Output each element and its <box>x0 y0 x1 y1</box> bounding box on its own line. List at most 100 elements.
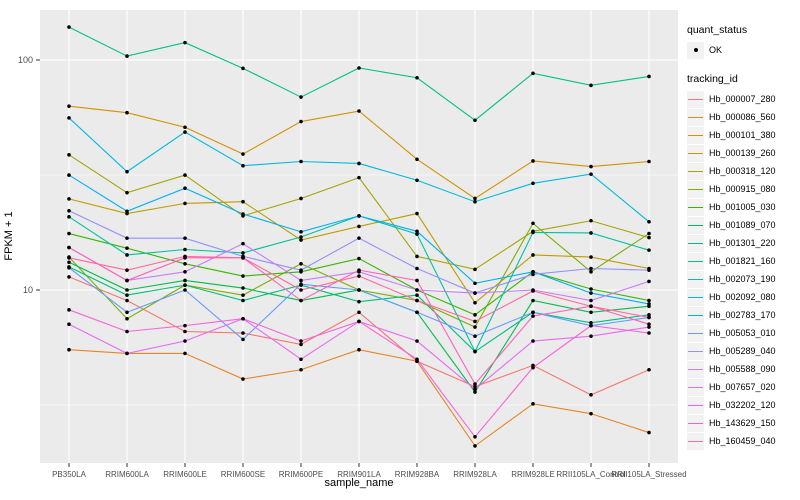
legend-key <box>687 234 704 252</box>
legend-key <box>687 414 704 432</box>
data-point-Hb_000318_120 <box>299 196 303 201</box>
data-point-Hb_005289_040 <box>531 272 535 277</box>
data-point-Hb_002073_190 <box>531 230 535 235</box>
data-point-Hb_007657_020 <box>415 339 419 343</box>
ok-key <box>687 41 704 59</box>
data-point-Hb_000007_280 <box>647 367 651 372</box>
data-point-Hb_005053_010 <box>183 288 187 292</box>
data-point-Hb_000139_260 <box>241 199 245 204</box>
data-point-Hb_160459_040 <box>357 274 361 278</box>
data-point-Hb_000086_560 <box>241 377 245 381</box>
data-point-Hb_160459_040 <box>647 315 651 320</box>
data-point-Hb_002092_080 <box>125 169 129 174</box>
data-point-Hb_000101_380 <box>589 164 593 169</box>
data-point-Hb_001301_220 <box>125 293 129 297</box>
x-tick-label: RRIM600LA <box>105 470 149 479</box>
data-point-Hb_143629_150 <box>357 268 361 272</box>
data-point-Hb_001005_030 <box>473 313 477 317</box>
legend-key <box>687 378 704 396</box>
legend-item-Hb_160459_040: Hb_160459_040 <box>687 432 799 450</box>
data-point-Hb_005588_090 <box>647 279 651 284</box>
legend-item-label: Hb_000101_380 <box>709 130 776 140</box>
ok-label: OK <box>709 45 723 55</box>
data-point-Hb_005053_010 <box>125 310 129 315</box>
data-point-Hb_000318_120 <box>183 173 187 177</box>
legend-key <box>687 144 704 162</box>
data-point-Hb_001089_070 <box>531 298 535 303</box>
data-point-Hb_143629_150 <box>125 278 129 283</box>
data-point-Hb_002783_170 <box>125 209 129 214</box>
legend-item-Hb_000101_380: Hb_000101_380 <box>687 126 799 144</box>
data-point-Hb_000915_080 <box>647 231 651 236</box>
data-point-Hb_000007_280 <box>125 298 129 303</box>
data-point-Hb_000101_380 <box>647 159 651 164</box>
data-point-Hb_160459_040 <box>473 319 477 324</box>
data-point-Hb_000139_260 <box>473 300 477 305</box>
data-point-Hb_007657_020 <box>647 325 651 329</box>
data-point-Hb_000101_380 <box>357 109 361 113</box>
data-point-Hb_000101_380 <box>415 157 419 162</box>
data-point-Hb_005588_090 <box>473 291 477 295</box>
data-point-Hb_002092_080 <box>589 172 593 176</box>
data-point-Hb_002783_170 <box>183 186 187 191</box>
data-point-Hb_000915_080 <box>589 269 593 274</box>
legend-key <box>687 324 704 342</box>
data-point-Hb_002092_080 <box>357 161 361 166</box>
data-point-Hb_001005_030 <box>647 298 651 303</box>
legend-item-Hb_002092_080: Hb_002092_080 <box>687 288 799 306</box>
legend-item-Hb_005588_090: Hb_005588_090 <box>687 360 799 378</box>
legend-line-swatch <box>688 422 703 424</box>
data-point-Hb_160459_040 <box>183 254 187 259</box>
legend-key <box>687 198 704 216</box>
data-point-Hb_001821_160 <box>647 74 651 79</box>
y-axis-title: FPKM + 1 <box>3 211 15 261</box>
data-point-Hb_002092_080 <box>299 159 303 164</box>
legend-item-Hb_001821_160: Hb_001821_160 <box>687 252 799 270</box>
legend-group-quant-status: quant_status OK <box>687 24 799 59</box>
data-point-Hb_143629_150 <box>531 314 535 318</box>
legend-line-swatch <box>688 224 703 226</box>
data-point-Hb_001821_160 <box>589 83 593 88</box>
data-point-Hb_160459_040 <box>125 268 129 272</box>
legend-item-label: Hb_143629_150 <box>709 418 776 428</box>
legend-item-label: Hb_001089_070 <box>709 220 776 230</box>
data-point-Hb_001089_070 <box>67 260 71 265</box>
data-point-Hb_007657_020 <box>531 339 535 343</box>
data-point-Hb_000007_280 <box>67 275 71 279</box>
data-point-Hb_002783_170 <box>589 291 593 295</box>
quant-status-legend-title: quant_status <box>687 24 748 36</box>
data-point-Hb_000101_380 <box>67 104 71 108</box>
data-point-Hb_001821_160 <box>125 54 129 58</box>
x-tick-label: RRIM600LE <box>163 470 207 479</box>
data-point-Hb_001821_160 <box>531 71 535 76</box>
data-point-Hb_000318_120 <box>357 175 361 180</box>
data-point-Hb_001005_030 <box>67 231 71 236</box>
legend-item-label: Hb_001005_030 <box>709 202 776 212</box>
data-point-Hb_032202_120 <box>125 329 129 334</box>
data-point-Hb_160459_040 <box>531 289 535 293</box>
data-point-Hb_002073_190 <box>241 251 245 255</box>
legend-key <box>687 90 704 108</box>
x-tick-label: PB350LA <box>52 470 86 479</box>
legend-key <box>687 252 704 270</box>
x-tick-label: RRIM600SE <box>221 470 265 479</box>
data-point-Hb_001821_160 <box>241 66 245 71</box>
data-point-Hb_001089_070 <box>125 288 129 292</box>
data-point-Hb_000101_380 <box>473 196 477 201</box>
legend-key <box>687 162 704 180</box>
legend-key <box>687 396 704 414</box>
data-point-Hb_000915_080 <box>125 316 129 321</box>
data-point-Hb_005053_010 <box>241 337 245 342</box>
legend-line-swatch <box>688 350 703 352</box>
data-point-Hb_000007_280 <box>241 331 245 335</box>
data-point-Hb_001005_030 <box>357 256 361 261</box>
data-point-Hb_002092_080 <box>183 130 187 134</box>
data-point-Hb_001005_030 <box>183 261 187 266</box>
x-tick-label: RRIM901LA <box>337 470 381 479</box>
data-point-Hb_032202_120 <box>589 323 593 328</box>
data-point-Hb_160459_040 <box>299 288 303 292</box>
legend-key <box>687 270 704 288</box>
legend-line-swatch <box>688 242 703 244</box>
legend-line-swatch <box>688 278 703 280</box>
